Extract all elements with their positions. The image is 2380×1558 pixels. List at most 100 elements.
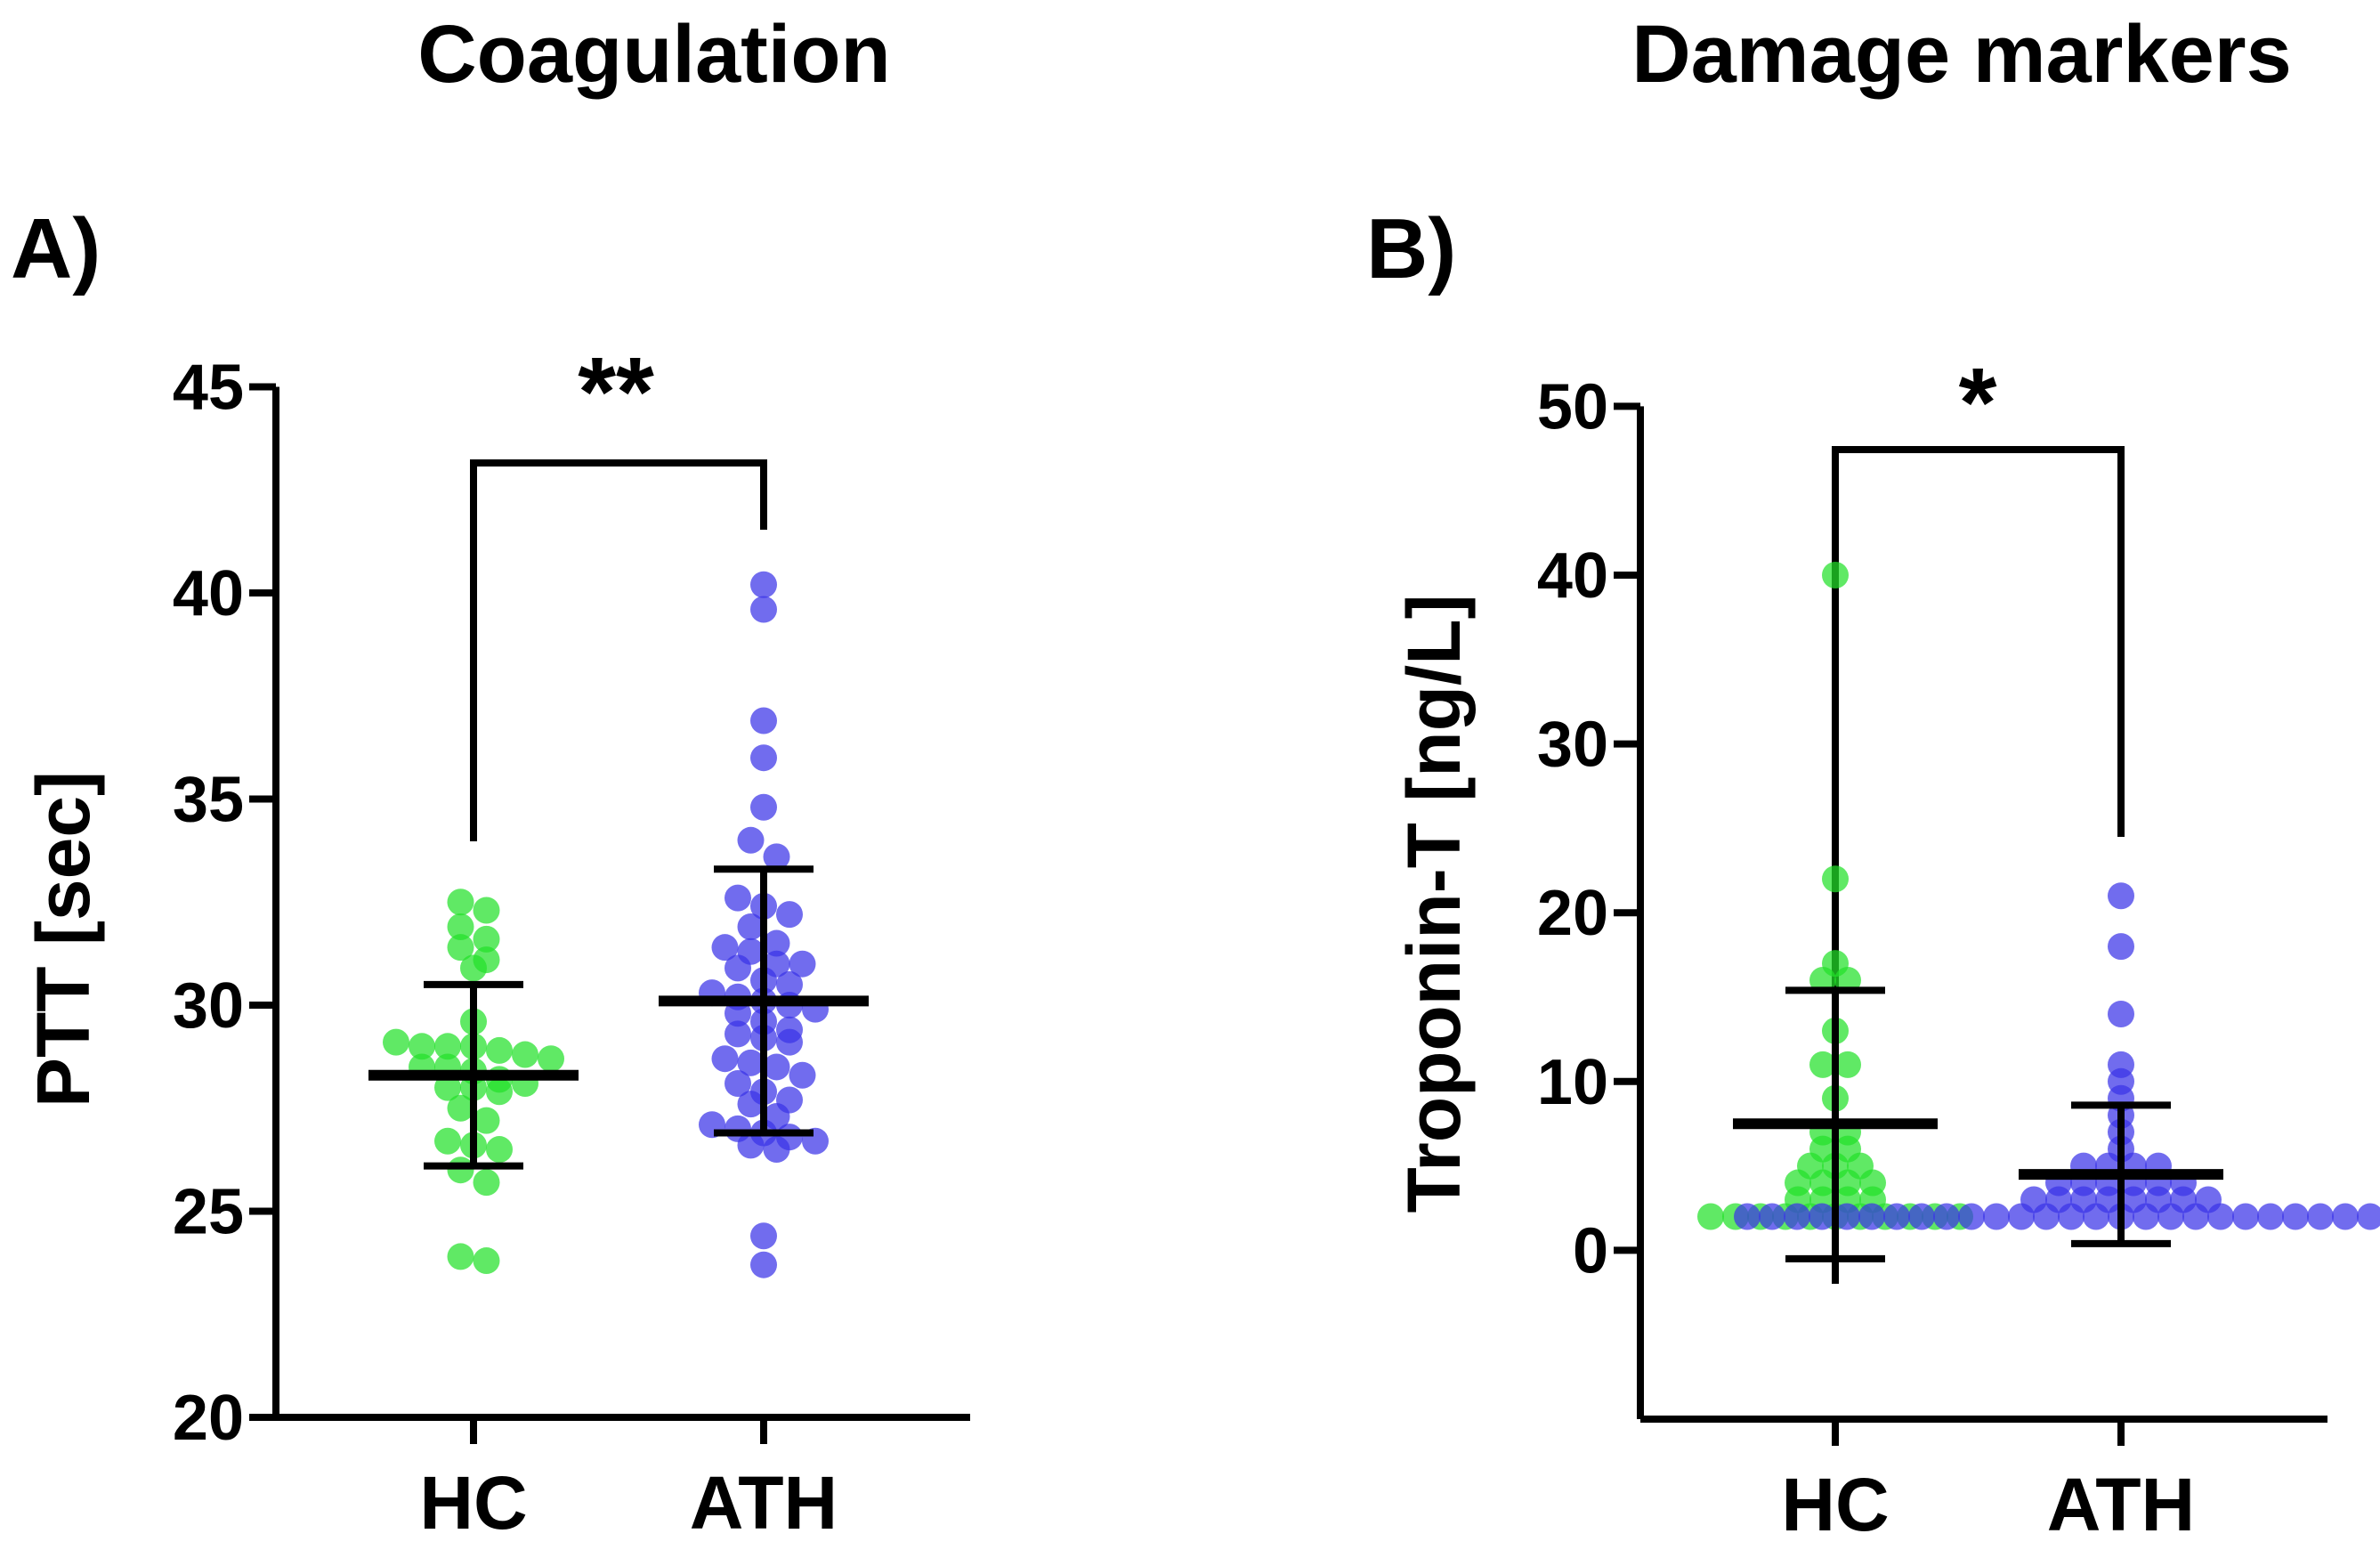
data-point-ath-a: [725, 1000, 751, 1027]
data-point-ath-a: [725, 954, 751, 982]
data-point-ath-a: [776, 901, 803, 929]
y-axis-label-ptt: PTT [sec]: [21, 771, 105, 1108]
data-point-hc-a: [473, 1169, 500, 1197]
data-point-ath-b: [1933, 1203, 1960, 1230]
significance-label-b: *: [1959, 348, 1997, 458]
data-point-ath-b: [2257, 1203, 2284, 1230]
y-axis-label-troponin: Troponin-T [ng/L]: [1392, 594, 1476, 1213]
data-point-ath-b: [2133, 1203, 2159, 1230]
data-point-hc-a: [486, 1136, 513, 1164]
y-tick-label-a: 20: [173, 1383, 244, 1454]
data-point-hc-a: [486, 1078, 513, 1106]
data-point-ath-b: [1883, 1203, 1910, 1230]
data-point-ath-b: [1759, 1203, 1785, 1230]
data-point-ath-a: [750, 707, 777, 734]
data-point-hc-a: [473, 1247, 500, 1275]
data-point-ath-a: [750, 1222, 777, 1250]
data-point-ath-a: [776, 1028, 803, 1056]
data-point-hc-a: [473, 897, 500, 924]
data-point-hc-b: [1697, 1203, 1724, 1230]
data-point-ath-b: [1834, 1203, 1860, 1230]
section-title-coagulation: Coagulation: [417, 9, 891, 100]
data-point-ath-a: [763, 843, 790, 871]
data-point-hc-a: [447, 1243, 474, 1270]
data-point-ath-b: [1809, 1203, 1835, 1230]
data-point-ath-a: [725, 1069, 751, 1097]
data-point-hc-a: [447, 1094, 474, 1122]
data-point-ath-b: [2108, 933, 2134, 961]
data-point-ath-a: [725, 1020, 751, 1048]
data-point-ath-b: [2033, 1203, 2060, 1230]
x-tick-label-ath-a: ATH: [690, 1461, 838, 1545]
y-tick-label-a: 45: [173, 353, 244, 424]
data-point-ath-b: [2058, 1203, 2085, 1230]
data-point-ath-b: [1858, 1203, 1885, 1230]
data-point-ath-b: [1734, 1203, 1761, 1230]
data-point-hc-a: [486, 1036, 513, 1064]
data-point-ath-a: [776, 970, 803, 998]
plot-area-a: 20 25 30 35 40 45 HC ATH: [173, 353, 970, 1545]
y-tick-label-a: 25: [173, 1177, 244, 1248]
data-point-hc-a: [383, 1028, 409, 1056]
y-tick-label-a: 35: [173, 765, 244, 836]
data-point-hc-a: [538, 1045, 564, 1073]
data-point-hc-a: [434, 1033, 461, 1060]
data-point-ath-a: [763, 1053, 790, 1081]
panel-label-b: B): [1366, 201, 1456, 296]
x-tick-label-ath-b: ATH: [2047, 1463, 2195, 1546]
data-point-hc-a: [473, 1107, 500, 1134]
data-point-hc-a: [434, 1127, 461, 1155]
data-point-ath-a: [789, 1061, 816, 1089]
data-point-ath-b: [2182, 1203, 2209, 1230]
y-tick-label-b: 20: [1537, 878, 1608, 949]
data-point-hc-a: [473, 925, 500, 953]
data-point-hc-a: [447, 913, 474, 941]
data-point-ath-b: [2232, 1203, 2259, 1230]
data-point-ath-a: [750, 793, 777, 821]
data-point-hc-a: [460, 954, 487, 982]
y-tick-label-a: 30: [173, 970, 244, 1042]
data-point-ath-b: [2108, 882, 2134, 910]
data-point-ath-a: [711, 1045, 739, 1073]
data-point-ath-a: [750, 596, 777, 623]
data-point-ath-b: [2282, 1203, 2309, 1230]
data-point-ath-a: [737, 913, 765, 941]
data-point-ath-b: [2307, 1203, 2334, 1230]
data-point-ath-a: [763, 929, 790, 957]
data-point-hc-b: [1822, 562, 1849, 588]
data-point-ath-b: [1983, 1203, 2010, 1230]
data-point-ath-a: [737, 1049, 765, 1076]
data-point-hc-a: [447, 889, 474, 916]
data-point-ath-a: [763, 1136, 790, 1164]
data-point-ath-a: [711, 934, 739, 962]
y-tick-label-b: 50: [1537, 371, 1608, 442]
data-point-ath-b: [2157, 1203, 2184, 1230]
data-point-ath-b: [2332, 1203, 2359, 1230]
data-point-ath-a: [750, 1251, 777, 1278]
data-point-hc-b: [1822, 865, 1849, 893]
data-point-ath-b: [2108, 1000, 2134, 1027]
data-point-ath-b: [2207, 1203, 2234, 1230]
data-point-hc-b: [1809, 1051, 1836, 1078]
y-tick-label-b: 0: [1573, 1215, 1608, 1286]
panel-b: Damage markers B) Troponin-T [ng/L] * 0 1…: [1366, 9, 2380, 1546]
data-point-ath-b: [2083, 1203, 2109, 1230]
data-point-hc-a: [409, 1033, 435, 1060]
data-point-hc-b: [1834, 1051, 1861, 1078]
data-point-hc-a: [434, 1074, 461, 1101]
data-point-ath-b: [2357, 1203, 2380, 1230]
y-tick-label-a: 40: [173, 558, 244, 629]
data-point-ath-b: [2008, 1203, 2035, 1230]
data-point-ath-a: [750, 744, 777, 772]
y-tick-label-b: 30: [1537, 710, 1608, 781]
data-point-ath-a: [737, 826, 765, 854]
plot-area-b: 0 10 20 30 40 50 HC ATH: [1537, 371, 2380, 1546]
y-tick-label-b: 40: [1537, 540, 1608, 612]
data-point-ath-a: [750, 571, 777, 598]
significance-label-a: **: [578, 337, 654, 447]
section-title-damage-markers: Damage markers: [1631, 9, 2292, 100]
data-point-ath-b: [1958, 1203, 1985, 1230]
data-point-hc-a: [447, 934, 474, 962]
panel-label-a: A): [11, 201, 101, 296]
